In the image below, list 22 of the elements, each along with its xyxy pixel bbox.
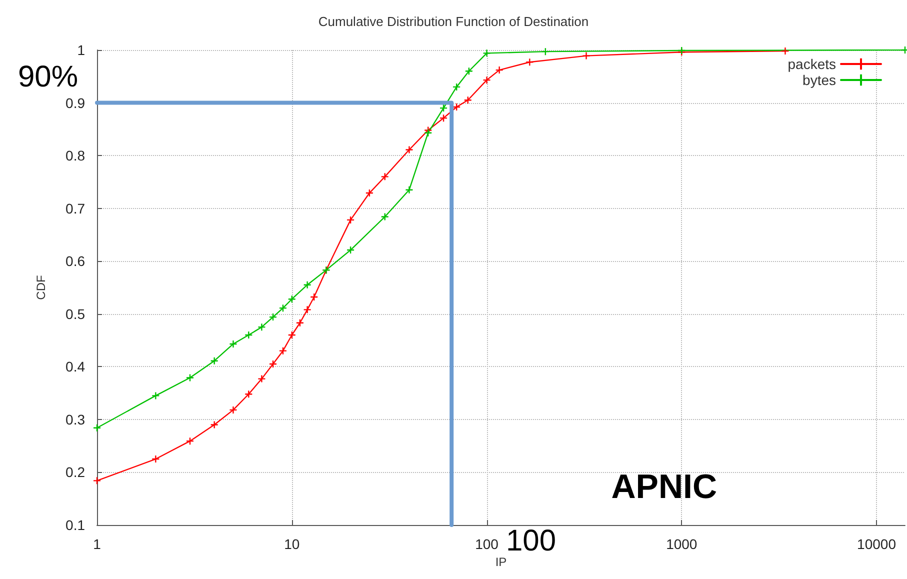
y-tick-label: 0.6 bbox=[66, 253, 86, 270]
y-tick-label: 0.2 bbox=[66, 464, 86, 480]
y-tick-label: 0.8 bbox=[66, 148, 86, 164]
x-tick-label: 100 bbox=[475, 536, 499, 552]
y-tick-label: 0.7 bbox=[66, 200, 86, 216]
x-tick-label: 1 bbox=[93, 536, 102, 552]
x-axis-title: IP bbox=[495, 554, 507, 569]
y-tick-label: 0.9 bbox=[66, 94, 86, 111]
y-tick-label: 0.5 bbox=[66, 306, 86, 322]
legend-label: bytes bbox=[802, 72, 836, 88]
y-tick-label: 0.4 bbox=[66, 358, 86, 375]
annotation: APNIC bbox=[611, 468, 718, 506]
x-tick-label: 1000 bbox=[666, 536, 698, 552]
text: 90% bbox=[18, 60, 78, 94]
chart-title: Cumulative Distribution Function of Destination bbox=[318, 14, 589, 29]
y-tick-label: 0.3 bbox=[66, 411, 86, 428]
y-axis-title: CDF bbox=[34, 275, 48, 300]
y-tick-label: 1 bbox=[77, 42, 86, 58]
x-tick-label: 10000 bbox=[857, 536, 896, 552]
legend-label: packets bbox=[788, 56, 836, 72]
y-tick-label: 0.1 bbox=[66, 517, 86, 533]
x-tick-label: 10 bbox=[284, 536, 300, 552]
